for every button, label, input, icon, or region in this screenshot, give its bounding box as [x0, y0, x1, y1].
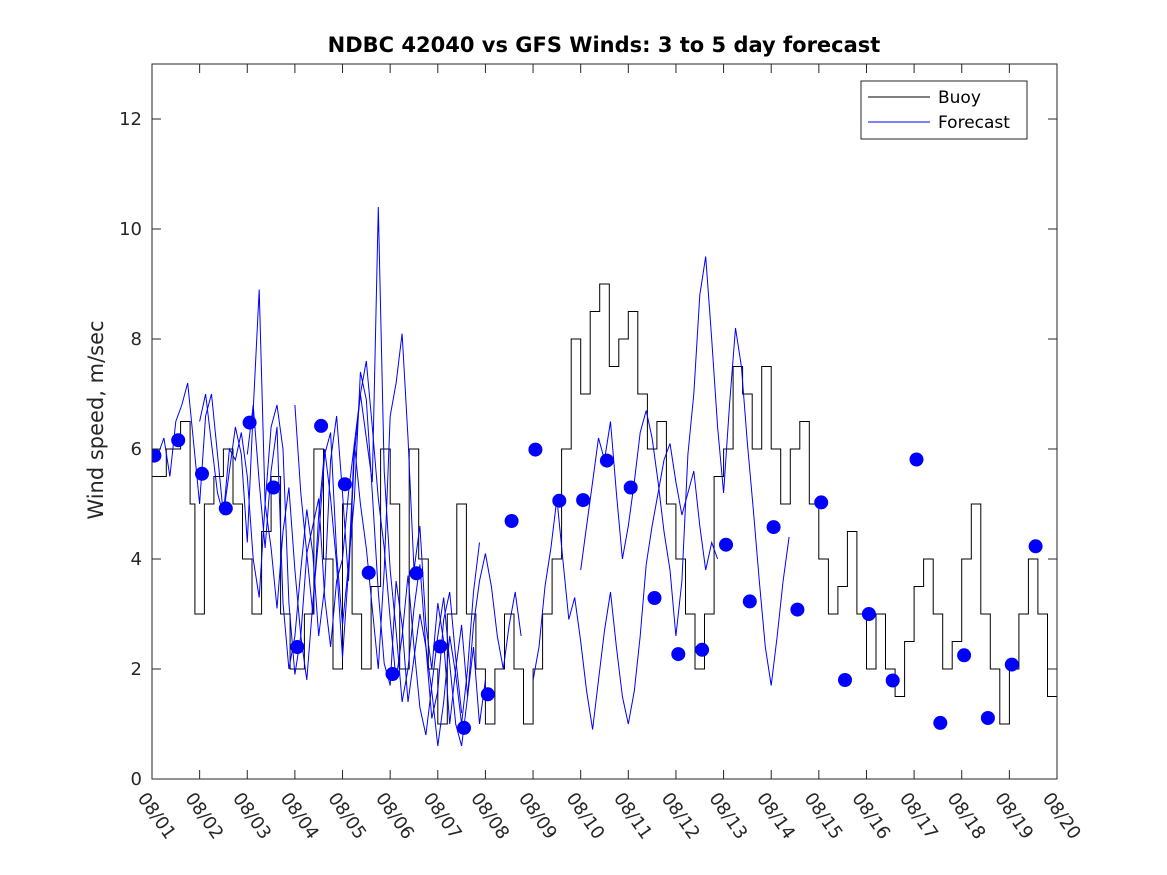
y-tick-label: 0	[131, 769, 142, 790]
forecast-marker	[885, 673, 900, 688]
legend-box	[860, 80, 1028, 140]
forecast-run-line	[580, 256, 790, 686]
plot-background	[152, 64, 1057, 779]
forecast-marker	[766, 520, 781, 535]
forecast-marker	[480, 687, 495, 702]
axes-box	[151, 63, 1058, 780]
forecast-marker	[909, 452, 924, 467]
forecast-marker	[599, 453, 614, 468]
forecast-marker	[933, 715, 948, 730]
forecast-marker	[385, 667, 400, 681]
forecast-run-line	[199, 289, 463, 719]
forecast-marker	[838, 673, 852, 687]
forecast-marker	[218, 501, 233, 516]
forecast-marker	[266, 480, 281, 495]
forecast-run-line	[532, 443, 719, 730]
legend-label-forecast: Forecast	[938, 113, 1010, 133]
forecast-marker	[242, 415, 257, 430]
forecast-marker	[433, 639, 448, 654]
forecast-marker	[409, 566, 424, 581]
forecast-marker	[290, 640, 305, 654]
forecast-marker	[623, 480, 638, 495]
forecast-marker	[337, 477, 352, 492]
forecast-marker	[719, 537, 733, 552]
y-axis-label: Wind speed, m/sec	[84, 320, 108, 519]
forecast-marker	[552, 493, 567, 508]
forecast-marker	[152, 448, 162, 463]
plot-area	[152, 64, 1057, 779]
forecast-marker	[528, 442, 543, 457]
buoy-series-line	[152, 283, 1057, 725]
series-layer	[152, 206, 1057, 747]
forecast-marker	[576, 493, 591, 508]
forecast-marker	[671, 647, 686, 662]
forecast-run-line	[246, 206, 480, 747]
legend-label-buoy: Buoy	[938, 88, 981, 108]
forecast-marker	[790, 602, 805, 617]
y-tick-label: 2	[131, 659, 142, 680]
y-tick-label: 12	[119, 109, 142, 130]
forecast-marker	[861, 607, 876, 621]
forecast-marker	[1028, 539, 1043, 554]
forecast-marker	[195, 466, 209, 481]
forecast-marker	[814, 495, 829, 510]
forecast-marker	[695, 642, 710, 657]
legend: Buoy Forecast	[860, 80, 1028, 140]
forecast-marker	[314, 418, 329, 433]
y-tick-label: 6	[131, 439, 142, 460]
forecast-marker	[980, 711, 995, 725]
forecast-marker	[1004, 657, 1019, 672]
y-tick-label: 8	[131, 329, 142, 350]
forecast-marker	[171, 433, 186, 448]
forecast-marker	[647, 591, 662, 605]
forecast-run-line	[294, 360, 522, 747]
forecast-marker	[504, 514, 519, 528]
y-tick-label: 10	[119, 219, 142, 240]
forecast-marker	[361, 565, 376, 580]
forecast-marker	[957, 648, 972, 663]
forecast-marker	[742, 594, 757, 609]
chart-title: NDBC 42040 vs GFS Winds: 3 to 5 day fore…	[328, 33, 881, 57]
y-tick-label: 4	[131, 549, 142, 570]
forecast-marker	[457, 720, 471, 735]
